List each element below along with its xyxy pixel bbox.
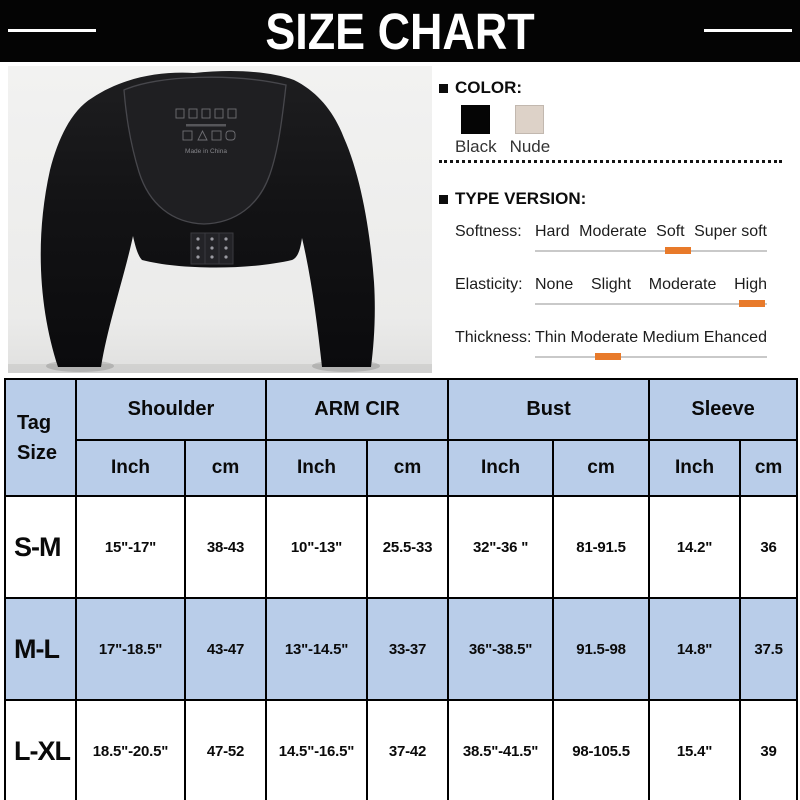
cell: 36 <box>739 495 799 599</box>
cell: 33-37 <box>366 597 450 701</box>
cell: 47-52 <box>183 699 268 800</box>
square-bullet-icon <box>439 194 448 204</box>
scale-option: Soft <box>656 223 685 240</box>
swatch-label: Nude <box>509 137 551 156</box>
corner-line-1: Tag <box>17 411 52 434</box>
row-tag: S-M <box>4 495 77 599</box>
unit-header-cm: cm <box>183 439 268 497</box>
color-heading: COLOR: <box>439 78 789 98</box>
softness-scale: Softness: Hard Moderate Soft Super soft <box>439 223 767 254</box>
banner: SIZE CHART <box>0 0 800 62</box>
cell: 37.5 <box>739 597 799 701</box>
swatch-label: Black <box>455 137 497 156</box>
scale-option: Moderate <box>648 276 717 293</box>
scale-option: Slight <box>590 276 632 293</box>
group-header-arm-cir: ARM CIR <box>265 378 450 441</box>
group-header-sleeve: Sleeve <box>648 378 799 441</box>
table-row-l-xl: L-XL 18.5"-20.5" 47-52 14.5"-16.5" 37-42… <box>4 699 799 800</box>
info-panel: COLOR: Black Nude TYPE VERSION: Softness… <box>439 78 789 360</box>
black-swatch <box>461 105 491 134</box>
cell: 10"-13" <box>265 495 369 599</box>
scale-label: Elasticity: <box>455 276 523 293</box>
scale-option: High <box>734 276 767 293</box>
table-row-m-l: M-L 17"-18.5" 43-47 13"-14.5" 33-37 36"-… <box>4 597 799 701</box>
row-tag: M-L <box>4 597 77 701</box>
square-bullet-icon <box>439 83 448 93</box>
cell: 36"-38.5" <box>447 597 555 701</box>
row-tag: L-XL <box>4 699 77 800</box>
cell: 32"-36 " <box>447 495 555 599</box>
unit-header-cm: cm <box>366 439 450 497</box>
corner-header-tag-size: Tag Size <box>4 378 77 497</box>
scale-label: Thickness: <box>455 329 532 346</box>
type-version-heading: TYPE VERSION: <box>439 189 789 209</box>
scale-option: Moderate <box>570 329 639 346</box>
scale-option: Moderate <box>579 223 647 240</box>
cell: 15"-17" <box>75 495 186 599</box>
cell: 14.8" <box>648 597 742 701</box>
selected-level-marker <box>595 353 622 360</box>
cell: 14.2" <box>648 495 742 599</box>
cell: 14.5"-16.5" <box>265 699 369 800</box>
scale-options: None Slight Moderate High <box>535 276 767 307</box>
scale-label: Softness: <box>455 223 522 240</box>
hook-closure <box>190 232 234 265</box>
shapewear-garment-illustration: Made in China <box>8 66 432 373</box>
color-heading-label: COLOR: <box>455 78 523 97</box>
cell: 81-91.5 <box>552 495 651 599</box>
unit-header-inch: Inch <box>447 439 555 497</box>
scale-options: Thin Moderate Medium Ehanced <box>535 329 767 360</box>
elasticity-scale: Elasticity: None Slight Moderate High <box>439 276 767 307</box>
scale-option: Ehanced <box>703 329 767 346</box>
scale-options: Hard Moderate Soft Super soft <box>535 223 767 254</box>
scale-option: None <box>535 276 574 293</box>
nude-swatch <box>515 105 545 134</box>
table-row-s-m: S-M 15"-17" 38-43 10"-13" 25.5-33 32"-36… <box>4 495 799 599</box>
swatch-item-black: Black <box>455 105 497 157</box>
scale-option: Thin <box>535 329 567 346</box>
color-swatches: Black Nude <box>439 105 789 157</box>
page-title: SIZE CHART <box>265 2 535 60</box>
cell: 38.5"-41.5" <box>447 699 555 800</box>
scale-option: Medium <box>642 329 700 346</box>
scale-option: Hard <box>535 223 570 240</box>
made-in-label: Made in China <box>185 148 227 155</box>
size-table: Tag Size Shoulder ARM CIR Bust Sleeve In… <box>4 378 799 800</box>
cell: 43-47 <box>183 597 268 701</box>
group-header-bust: Bust <box>447 378 651 441</box>
banner-right-rule <box>704 29 792 32</box>
cell: 13"-14.5" <box>265 597 369 701</box>
selected-level-marker <box>739 300 766 307</box>
care-label <box>175 108 237 141</box>
cell: 38-43 <box>183 495 268 599</box>
cell: 18.5"-20.5" <box>75 699 186 800</box>
type-version-heading-label: TYPE VERSION: <box>455 189 587 208</box>
cell: 98-105.5 <box>552 699 651 800</box>
cell: 25.5-33 <box>366 495 450 599</box>
unit-header-inch: Inch <box>648 439 742 497</box>
garment-inner-panel <box>123 76 287 225</box>
corner-line-2: Size <box>17 441 58 464</box>
cell: 37-42 <box>366 699 450 800</box>
scale-option: Super soft <box>694 223 767 240</box>
dotted-divider <box>439 160 782 163</box>
unit-header-cm: cm <box>552 439 651 497</box>
unit-header-cm: cm <box>739 439 799 497</box>
banner-left-rule <box>8 29 96 32</box>
selected-level-marker <box>664 247 691 254</box>
unit-header-inch: Inch <box>265 439 369 497</box>
cell: 15.4" <box>648 699 742 800</box>
unit-header-inch: Inch <box>75 439 186 497</box>
group-header-shoulder: Shoulder <box>74 378 268 441</box>
product-photo: Made in China <box>8 66 432 373</box>
cell: 91.5-98 <box>552 597 651 701</box>
thickness-scale: Thickness: Thin Moderate Medium Ehanced <box>439 329 767 360</box>
cell: 39 <box>739 699 799 800</box>
swatch-item-nude: Nude <box>509 105 551 157</box>
cell: 17"-18.5" <box>75 597 186 701</box>
